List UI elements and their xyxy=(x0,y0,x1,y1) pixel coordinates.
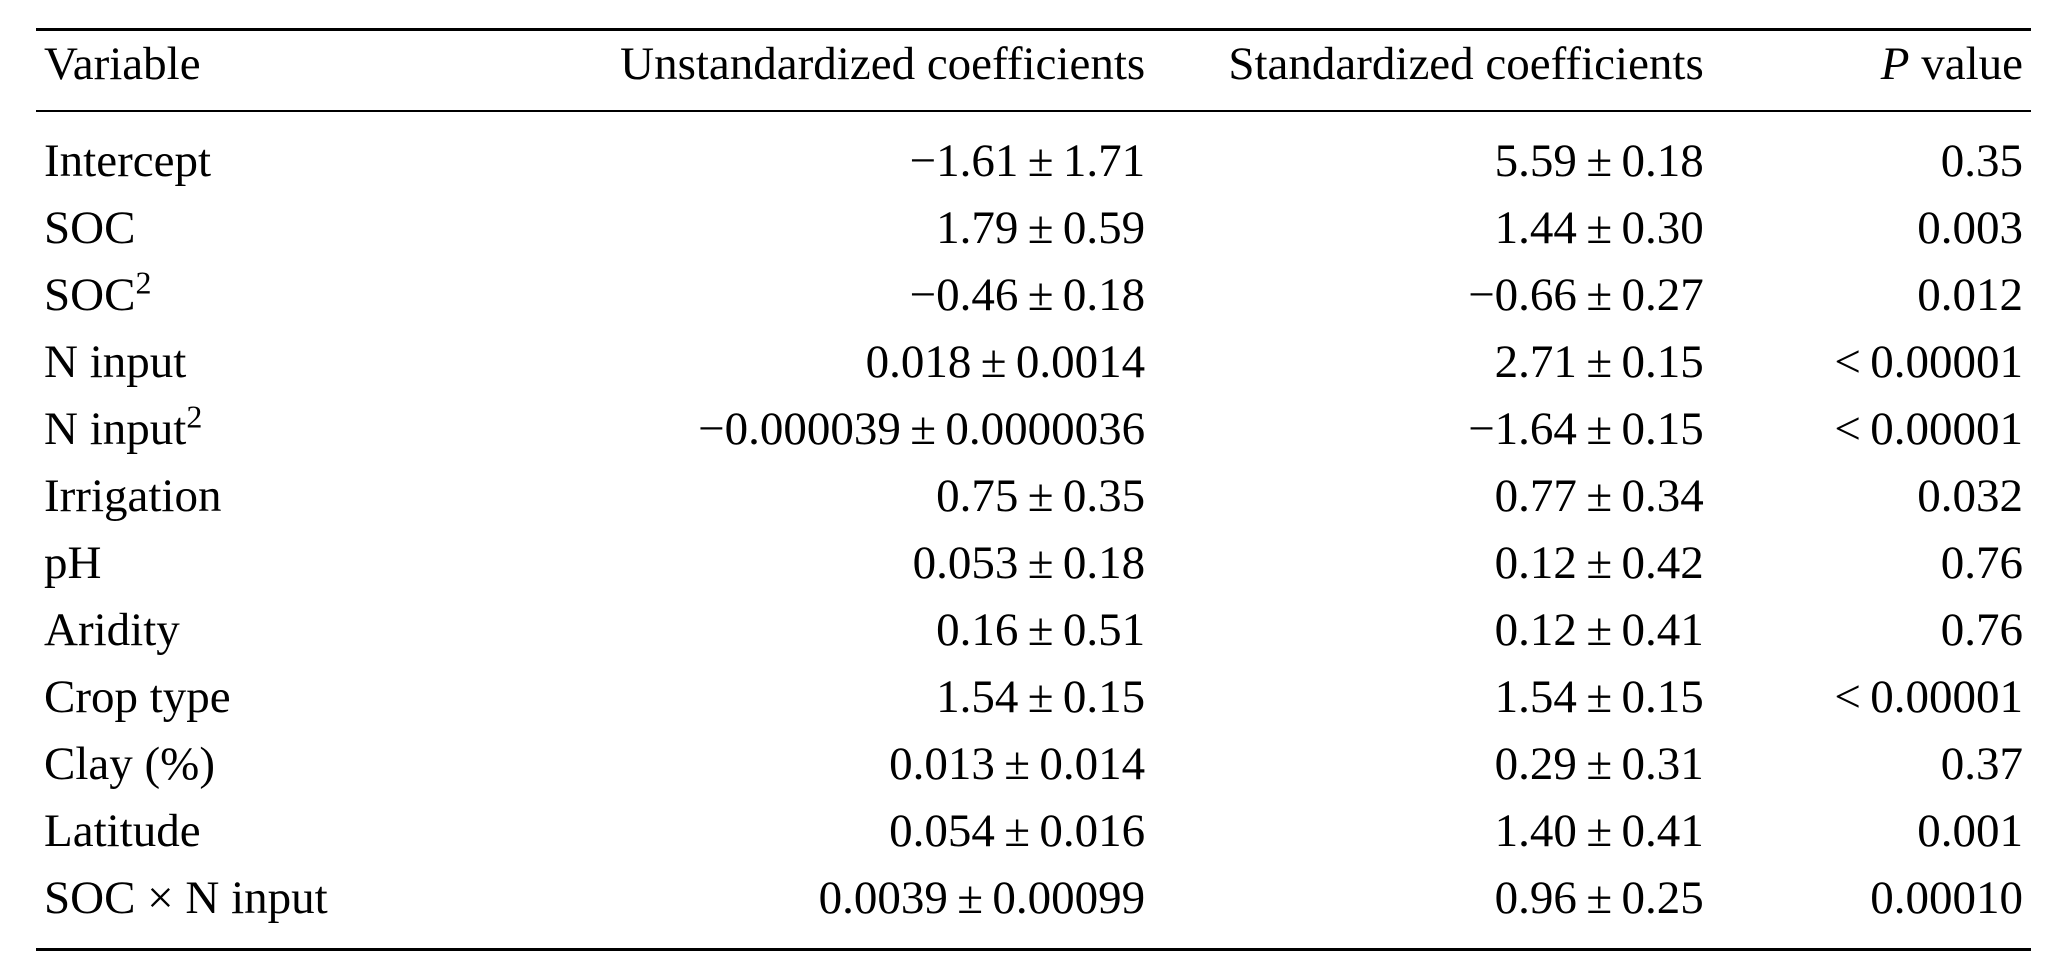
cell-pvalue: < 0.00001 xyxy=(1712,664,2031,731)
cell-pvalue: 0.00010 xyxy=(1712,865,2031,950)
cell-variable: SOC xyxy=(36,195,475,262)
cell-variable: Irrigation xyxy=(36,463,475,530)
cell-variable: SOC2 xyxy=(36,262,475,329)
table-row: Intercept−1.61 ± 1.715.59 ± 0.180.35 xyxy=(36,111,2031,195)
cell-variable: SOC × N input xyxy=(36,865,475,950)
cell-pvalue: 0.76 xyxy=(1712,530,2031,597)
cell-unstd-coef: 1.54 ± 0.15 xyxy=(475,664,1153,731)
cell-unstd-coef: 1.79 ± 0.59 xyxy=(475,195,1153,262)
table-row: N input2−0.000039 ± 0.0000036−1.64 ± 0.1… xyxy=(36,396,2031,463)
table-header: Variable Unstandardized coefficients Sta… xyxy=(36,30,2031,112)
table-row: Clay (%)0.013 ± 0.0140.29 ± 0.310.37 xyxy=(36,731,2031,798)
table-row: Latitude0.054 ± 0.0161.40 ± 0.410.001 xyxy=(36,798,2031,865)
cell-pvalue: 0.001 xyxy=(1712,798,2031,865)
cell-unstd-coef: 0.053 ± 0.18 xyxy=(475,530,1153,597)
cell-pvalue: 0.37 xyxy=(1712,731,2031,798)
col-header-unstd: Unstandardized coefficients xyxy=(475,30,1153,112)
cell-std-coef: −0.66 ± 0.27 xyxy=(1153,262,1712,329)
table-body: Intercept−1.61 ± 1.715.59 ± 0.180.35SOC1… xyxy=(36,111,2031,950)
col-header-pvalue: P value xyxy=(1712,30,2031,112)
cell-variable: Latitude xyxy=(36,798,475,865)
cell-unstd-coef: 0.013 ± 0.014 xyxy=(475,731,1153,798)
table-row: SOC2−0.46 ± 0.18−0.66 ± 0.270.012 xyxy=(36,262,2031,329)
cell-pvalue: 0.012 xyxy=(1712,262,2031,329)
cell-std-coef: 0.12 ± 0.41 xyxy=(1153,597,1712,664)
cell-variable: N input2 xyxy=(36,396,475,463)
cell-std-coef: 1.40 ± 0.41 xyxy=(1153,798,1712,865)
cell-std-coef: 1.44 ± 0.30 xyxy=(1153,195,1712,262)
table-row: N input0.018 ± 0.00142.71 ± 0.15< 0.0000… xyxy=(36,329,2031,396)
cell-std-coef: 0.96 ± 0.25 xyxy=(1153,865,1712,950)
cell-unstd-coef: 0.0039 ± 0.00099 xyxy=(475,865,1153,950)
cell-unstd-coef: 0.054 ± 0.016 xyxy=(475,798,1153,865)
cell-pvalue: < 0.00001 xyxy=(1712,396,2031,463)
table-row: Crop type1.54 ± 0.151.54 ± 0.15< 0.00001 xyxy=(36,664,2031,731)
cell-std-coef: 0.77 ± 0.34 xyxy=(1153,463,1712,530)
cell-std-coef: 5.59 ± 0.18 xyxy=(1153,111,1712,195)
table-row: SOC × N input0.0039 ± 0.000990.96 ± 0.25… xyxy=(36,865,2031,950)
cell-unstd-coef: −1.61 ± 1.71 xyxy=(475,111,1153,195)
cell-variable: Intercept xyxy=(36,111,475,195)
cell-std-coef: 0.29 ± 0.31 xyxy=(1153,731,1712,798)
cell-std-coef: 1.54 ± 0.15 xyxy=(1153,664,1712,731)
cell-pvalue: 0.76 xyxy=(1712,597,2031,664)
table-row: pH0.053 ± 0.180.12 ± 0.420.76 xyxy=(36,530,2031,597)
col-header-variable: Variable xyxy=(36,30,475,112)
cell-variable: Aridity xyxy=(36,597,475,664)
table-row: Irrigation0.75 ± 0.350.77 ± 0.340.032 xyxy=(36,463,2031,530)
table-header-row: Variable Unstandardized coefficients Sta… xyxy=(36,30,2031,112)
cell-unstd-coef: 0.018 ± 0.0014 xyxy=(475,329,1153,396)
table-row: SOC1.79 ± 0.591.44 ± 0.300.003 xyxy=(36,195,2031,262)
regression-table-page: Variable Unstandardized coefficients Sta… xyxy=(0,0,2067,979)
cell-std-coef: −1.64 ± 0.15 xyxy=(1153,396,1712,463)
cell-std-coef: 0.12 ± 0.42 xyxy=(1153,530,1712,597)
cell-pvalue: < 0.00001 xyxy=(1712,329,2031,396)
cell-variable: Clay (%) xyxy=(36,731,475,798)
cell-pvalue: 0.003 xyxy=(1712,195,2031,262)
table-row: Aridity0.16 ± 0.510.12 ± 0.410.76 xyxy=(36,597,2031,664)
cell-unstd-coef: −0.000039 ± 0.0000036 xyxy=(475,396,1153,463)
cell-unstd-coef: 0.16 ± 0.51 xyxy=(475,597,1153,664)
cell-variable: Crop type xyxy=(36,664,475,731)
cell-variable: pH xyxy=(36,530,475,597)
cell-unstd-coef: −0.46 ± 0.18 xyxy=(475,262,1153,329)
cell-pvalue: 0.35 xyxy=(1712,111,2031,195)
regression-table: Variable Unstandardized coefficients Sta… xyxy=(36,28,2031,951)
col-header-std: Standardized coefficients xyxy=(1153,30,1712,112)
cell-pvalue: 0.032 xyxy=(1712,463,2031,530)
cell-variable: N input xyxy=(36,329,475,396)
cell-unstd-coef: 0.75 ± 0.35 xyxy=(475,463,1153,530)
cell-std-coef: 2.71 ± 0.15 xyxy=(1153,329,1712,396)
